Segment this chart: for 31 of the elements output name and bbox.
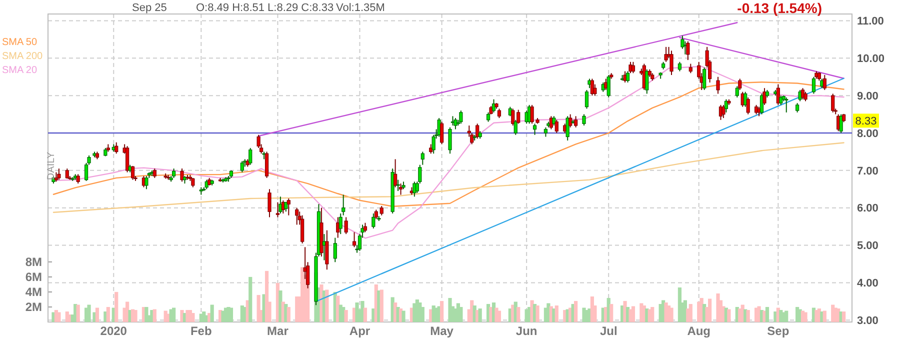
y-tick-label: 4.00: [857, 278, 878, 290]
x-tick-label: 2020: [100, 324, 128, 338]
y-tick-label: 8.00: [857, 128, 878, 140]
x-tick-label: Jul: [600, 324, 618, 338]
y-tick-label: 10.00: [857, 53, 885, 66]
y-tick-label: 11.00: [857, 16, 884, 28]
y-tick-label: 6.00: [857, 202, 878, 215]
annotation: DAILY: [46, 152, 57, 180]
annotation: O:8.49 H:8.51 L:8.29 C:8.33: [196, 2, 334, 14]
x-tick-label: Mar: [267, 324, 289, 338]
annotation: 8.33: [855, 116, 877, 128]
text: SMA 50: [2, 37, 38, 48]
y-tick-label: 7.00: [857, 165, 878, 178]
annotation: Vol:1.35M: [336, 2, 385, 14]
y2-tick-label: 2M: [25, 300, 42, 314]
text: SMA 20: [2, 65, 38, 76]
annotation: -0.13 (1.54%): [737, 0, 822, 16]
x-tick-label: Sep: [767, 324, 790, 338]
y2-tick-label: 4M: [25, 285, 42, 300]
x-tick-label: Apr: [349, 324, 370, 338]
y2-tick-label: 6M: [25, 270, 42, 284]
y-tick-label: 5.00: [857, 240, 878, 252]
y2-tick-label: 8M: [25, 255, 42, 270]
annotation: Sep 25: [132, 2, 167, 14]
x-tick-label: May: [430, 324, 454, 338]
x-tick-label: Jun: [516, 324, 538, 338]
y-tick-label: 3.00: [857, 314, 878, 327]
y-tick-label: 9.00: [857, 90, 878, 102]
x-tick-label: Feb: [190, 324, 212, 338]
text: SMA 200: [2, 51, 44, 62]
x-tick-label: Aug: [687, 324, 711, 338]
